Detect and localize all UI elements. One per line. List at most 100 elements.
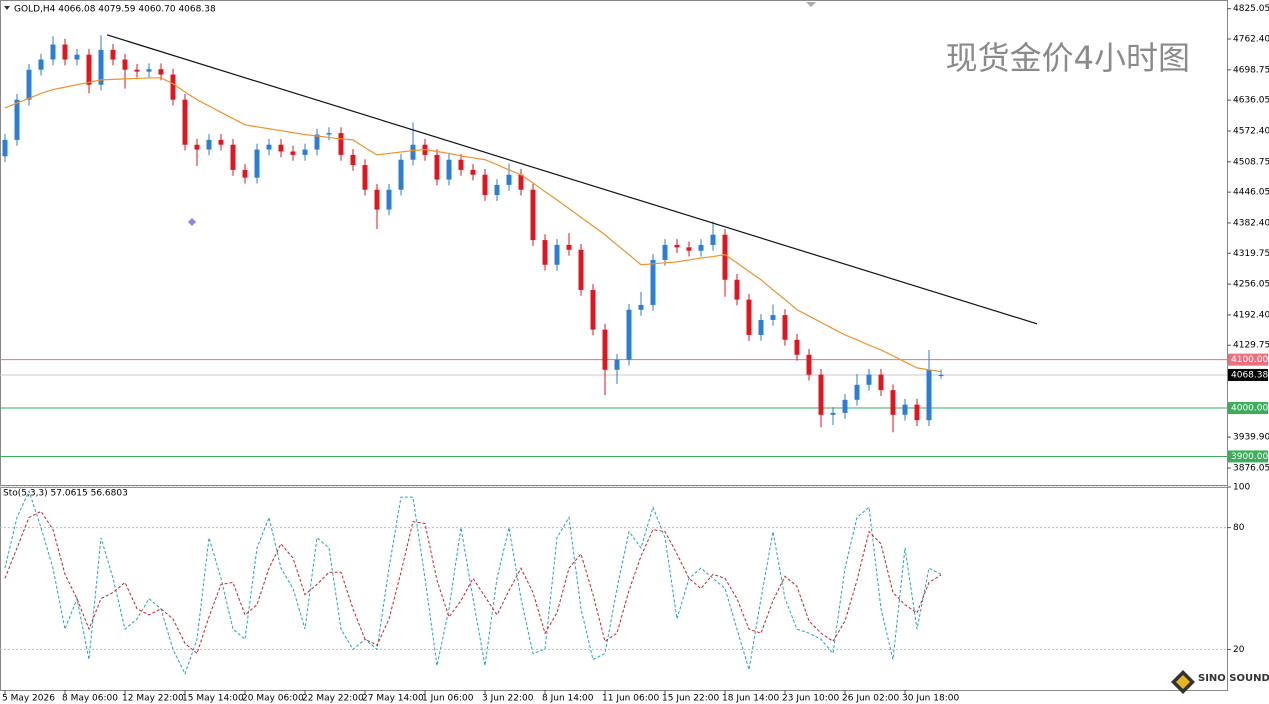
candle-body xyxy=(542,240,548,265)
candle-body xyxy=(746,299,752,335)
y-tick-label: 20 xyxy=(1233,645,1245,655)
candle-body xyxy=(134,69,140,72)
candle-body xyxy=(14,99,20,140)
candle-body xyxy=(122,59,128,70)
x-tick-label: 26 Jun 02:00 xyxy=(842,694,899,704)
y-tick-label: 4825.05 xyxy=(1233,4,1269,14)
candle-body xyxy=(902,404,908,415)
x-tick-label: 8 Jun 14:00 xyxy=(542,694,594,704)
x-tick-label: 27 May 14:00 xyxy=(362,694,424,704)
chart-title: 现货金价4小时图 xyxy=(946,39,1190,77)
candle-body xyxy=(698,244,704,251)
candle-body xyxy=(890,390,896,415)
price-level-label: 4000.00 xyxy=(1231,404,1268,414)
price-level-label: 3900.00 xyxy=(1231,452,1268,462)
price-level-box xyxy=(1228,402,1268,415)
candle-body xyxy=(626,309,632,360)
candle-body xyxy=(146,69,152,72)
candle-body xyxy=(98,49,104,85)
candle-body xyxy=(734,279,740,300)
logo-icon-inner xyxy=(1176,675,1190,689)
price-level-label: 4100.00 xyxy=(1231,355,1268,365)
y-tick-label: 4256.05 xyxy=(1233,280,1269,290)
y-tick-label: 4446.05 xyxy=(1233,188,1269,198)
candle-body xyxy=(170,74,176,100)
candle-body xyxy=(278,144,284,152)
x-tick-label: 11 Jun 06:00 xyxy=(602,694,659,704)
scroll-marker xyxy=(806,2,816,7)
y-tick-label: 100 xyxy=(1233,483,1250,493)
candle-body xyxy=(314,134,320,150)
candle-body xyxy=(686,247,692,251)
oscillator-line xyxy=(4,489,942,676)
candle-body xyxy=(386,189,392,210)
candle-body xyxy=(674,244,680,248)
candle-body xyxy=(266,144,272,150)
x-tick-label: 15 May 14:00 xyxy=(182,694,244,704)
candle-body xyxy=(158,69,164,75)
candle-body xyxy=(578,249,584,290)
candle-body xyxy=(614,359,620,370)
candle-body xyxy=(782,315,788,340)
candle-body xyxy=(842,399,848,413)
candle-body xyxy=(494,184,500,196)
candle-body xyxy=(62,44,68,60)
candle-body xyxy=(758,319,764,335)
candle-body xyxy=(914,404,920,421)
candle-body xyxy=(590,289,596,330)
price-level-box xyxy=(1228,450,1268,463)
candle-body xyxy=(194,144,200,150)
x-tick-label: 22 May 22:00 xyxy=(302,694,364,704)
candle-body xyxy=(926,369,932,421)
moving-average xyxy=(4,77,942,373)
candle-body xyxy=(362,165,368,190)
y-tick-label: 4382.40 xyxy=(1233,218,1269,228)
candle-body xyxy=(470,169,476,175)
candle-body xyxy=(938,374,944,377)
candle-body xyxy=(86,54,92,85)
candle-body xyxy=(566,244,572,250)
x-tick-label: 23 Jun 10:00 xyxy=(782,694,839,704)
candle-body xyxy=(770,315,776,320)
y-tick-label: 4192.40 xyxy=(1233,310,1269,320)
candle-body xyxy=(230,144,236,170)
x-tick-label: 5 May 2026 xyxy=(2,694,55,704)
event-marker xyxy=(188,218,196,226)
candle-body xyxy=(26,69,32,100)
y-tick-label: 4572.40 xyxy=(1233,126,1269,136)
y-tick-label: 4508.75 xyxy=(1233,157,1269,167)
candle-body xyxy=(374,189,380,210)
candle-body xyxy=(302,149,308,155)
y-tick-label: 4636.05 xyxy=(1233,96,1269,106)
candle-body xyxy=(110,49,116,60)
candle-body xyxy=(326,133,332,135)
candle-body xyxy=(806,354,812,375)
oscillator-header: Sto(5,3,3) 57.0615 56.6803 xyxy=(3,489,128,499)
candle-body xyxy=(866,374,872,385)
candle-body xyxy=(446,159,452,180)
candle-body xyxy=(398,159,404,190)
x-tick-label: 1 Jun 06:00 xyxy=(422,694,474,704)
y-tick-label: 4698.75 xyxy=(1233,65,1269,75)
candle-body xyxy=(662,244,668,260)
candle-body xyxy=(830,412,836,415)
candle-body xyxy=(2,139,8,157)
candle-body xyxy=(206,139,212,150)
x-tick-label: 18 Jun 14:00 xyxy=(722,694,779,704)
y-tick-label: 4129.75 xyxy=(1233,341,1269,351)
y-tick-label: 4319.75 xyxy=(1233,249,1269,259)
logo: SINO SOUND xyxy=(1171,670,1269,694)
candle-body xyxy=(74,54,80,60)
x-tick-label: 30 Jun 18:00 xyxy=(902,694,959,704)
candle-body xyxy=(602,329,608,370)
candle-body xyxy=(518,174,524,190)
x-tick-label: 20 May 06:00 xyxy=(242,694,304,704)
y-tick-label: 80 xyxy=(1233,523,1245,533)
x-tick-label: 12 May 22:00 xyxy=(122,694,184,704)
trendline xyxy=(106,34,1038,325)
candle-body xyxy=(38,59,44,70)
candle-body xyxy=(410,144,416,160)
candle-body xyxy=(182,99,188,145)
